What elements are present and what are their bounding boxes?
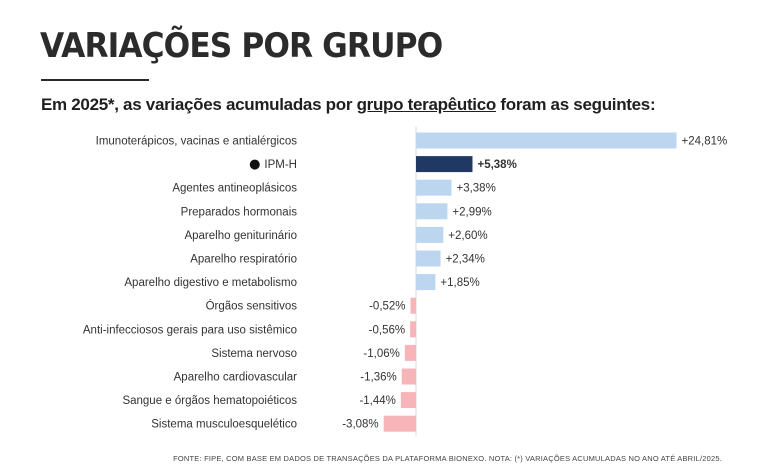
chart-subtitle: Em 2025*, as variações acumuladas por gr… — [41, 95, 656, 115]
data-label-5: +2,34% — [446, 254, 485, 266]
bar-3 — [416, 203, 448, 220]
bar-1 — [416, 156, 473, 173]
category-label-6: Aparelho digestivo e metabolismo — [124, 277, 297, 289]
category-label-7: Órgãos sensitivos — [206, 300, 298, 313]
data-label-11: -1,44% — [359, 395, 395, 407]
data-label-9: -1,06% — [363, 348, 399, 360]
subtitle-text-end: foram as seguintes: — [495, 95, 656, 114]
subtitle-underlined-term: grupo terapêutico — [356, 95, 497, 114]
category-label-12: Sistema musculoesquelético — [151, 419, 297, 431]
data-label-1: +5,38% — [477, 159, 516, 171]
title-underline-divider — [41, 79, 149, 81]
bar-9 — [404, 344, 416, 361]
category-label-9: Sistema nervoso — [211, 348, 297, 360]
data-label-0: +24,81% — [682, 136, 728, 148]
category-label-3: Preparados hormonais — [181, 206, 298, 218]
data-label-8: -0,56% — [369, 324, 405, 336]
page-title: VARIAÇÕES POR GRUPO — [40, 26, 443, 66]
category-label-10: Aparelho cardiovascular — [174, 372, 298, 384]
data-label-6: +1,85% — [440, 277, 479, 289]
bar-8 — [410, 321, 416, 338]
source-footnote: FONTE: FIPE, COM BASE EM DADOS DE TRANSA… — [173, 454, 722, 463]
bar-0 — [416, 132, 677, 149]
bar-2 — [416, 179, 452, 196]
category-label-11: Sangue e órgãos hematopoiéticos — [122, 395, 297, 407]
bar-10 — [401, 368, 416, 385]
category-label-0: Imunoterápicos, vacinas e antialérgicos — [96, 136, 298, 148]
bar-6 — [416, 274, 436, 291]
data-label-4: +2,60% — [448, 230, 487, 242]
data-label-7: -0,52% — [369, 301, 405, 313]
subtitle-text-start: Em 2025*, as variações acumuladas por — [41, 95, 357, 114]
category-label-5: Aparelho respiratório — [190, 254, 297, 266]
bar-12 — [383, 415, 416, 432]
category-label-4: Aparelho geniturinário — [184, 230, 297, 242]
data-label-3: +2,99% — [452, 206, 491, 218]
category-label-2: Agentes antineoplásicos — [172, 183, 297, 195]
bar-4 — [416, 226, 444, 243]
data-label-10: -1,36% — [360, 372, 396, 384]
bar-7 — [410, 297, 416, 314]
data-label-2: +3,38% — [456, 183, 495, 195]
bar-11 — [400, 392, 416, 409]
data-label-12: -3,08% — [342, 419, 378, 431]
bar-5 — [416, 250, 441, 267]
category-label-1: IPM-H — [264, 159, 297, 171]
highlight-marker-icon: ● — [249, 157, 260, 172]
category-label-8: Anti-infecciosos gerais para uso sistêmi… — [83, 324, 297, 336]
